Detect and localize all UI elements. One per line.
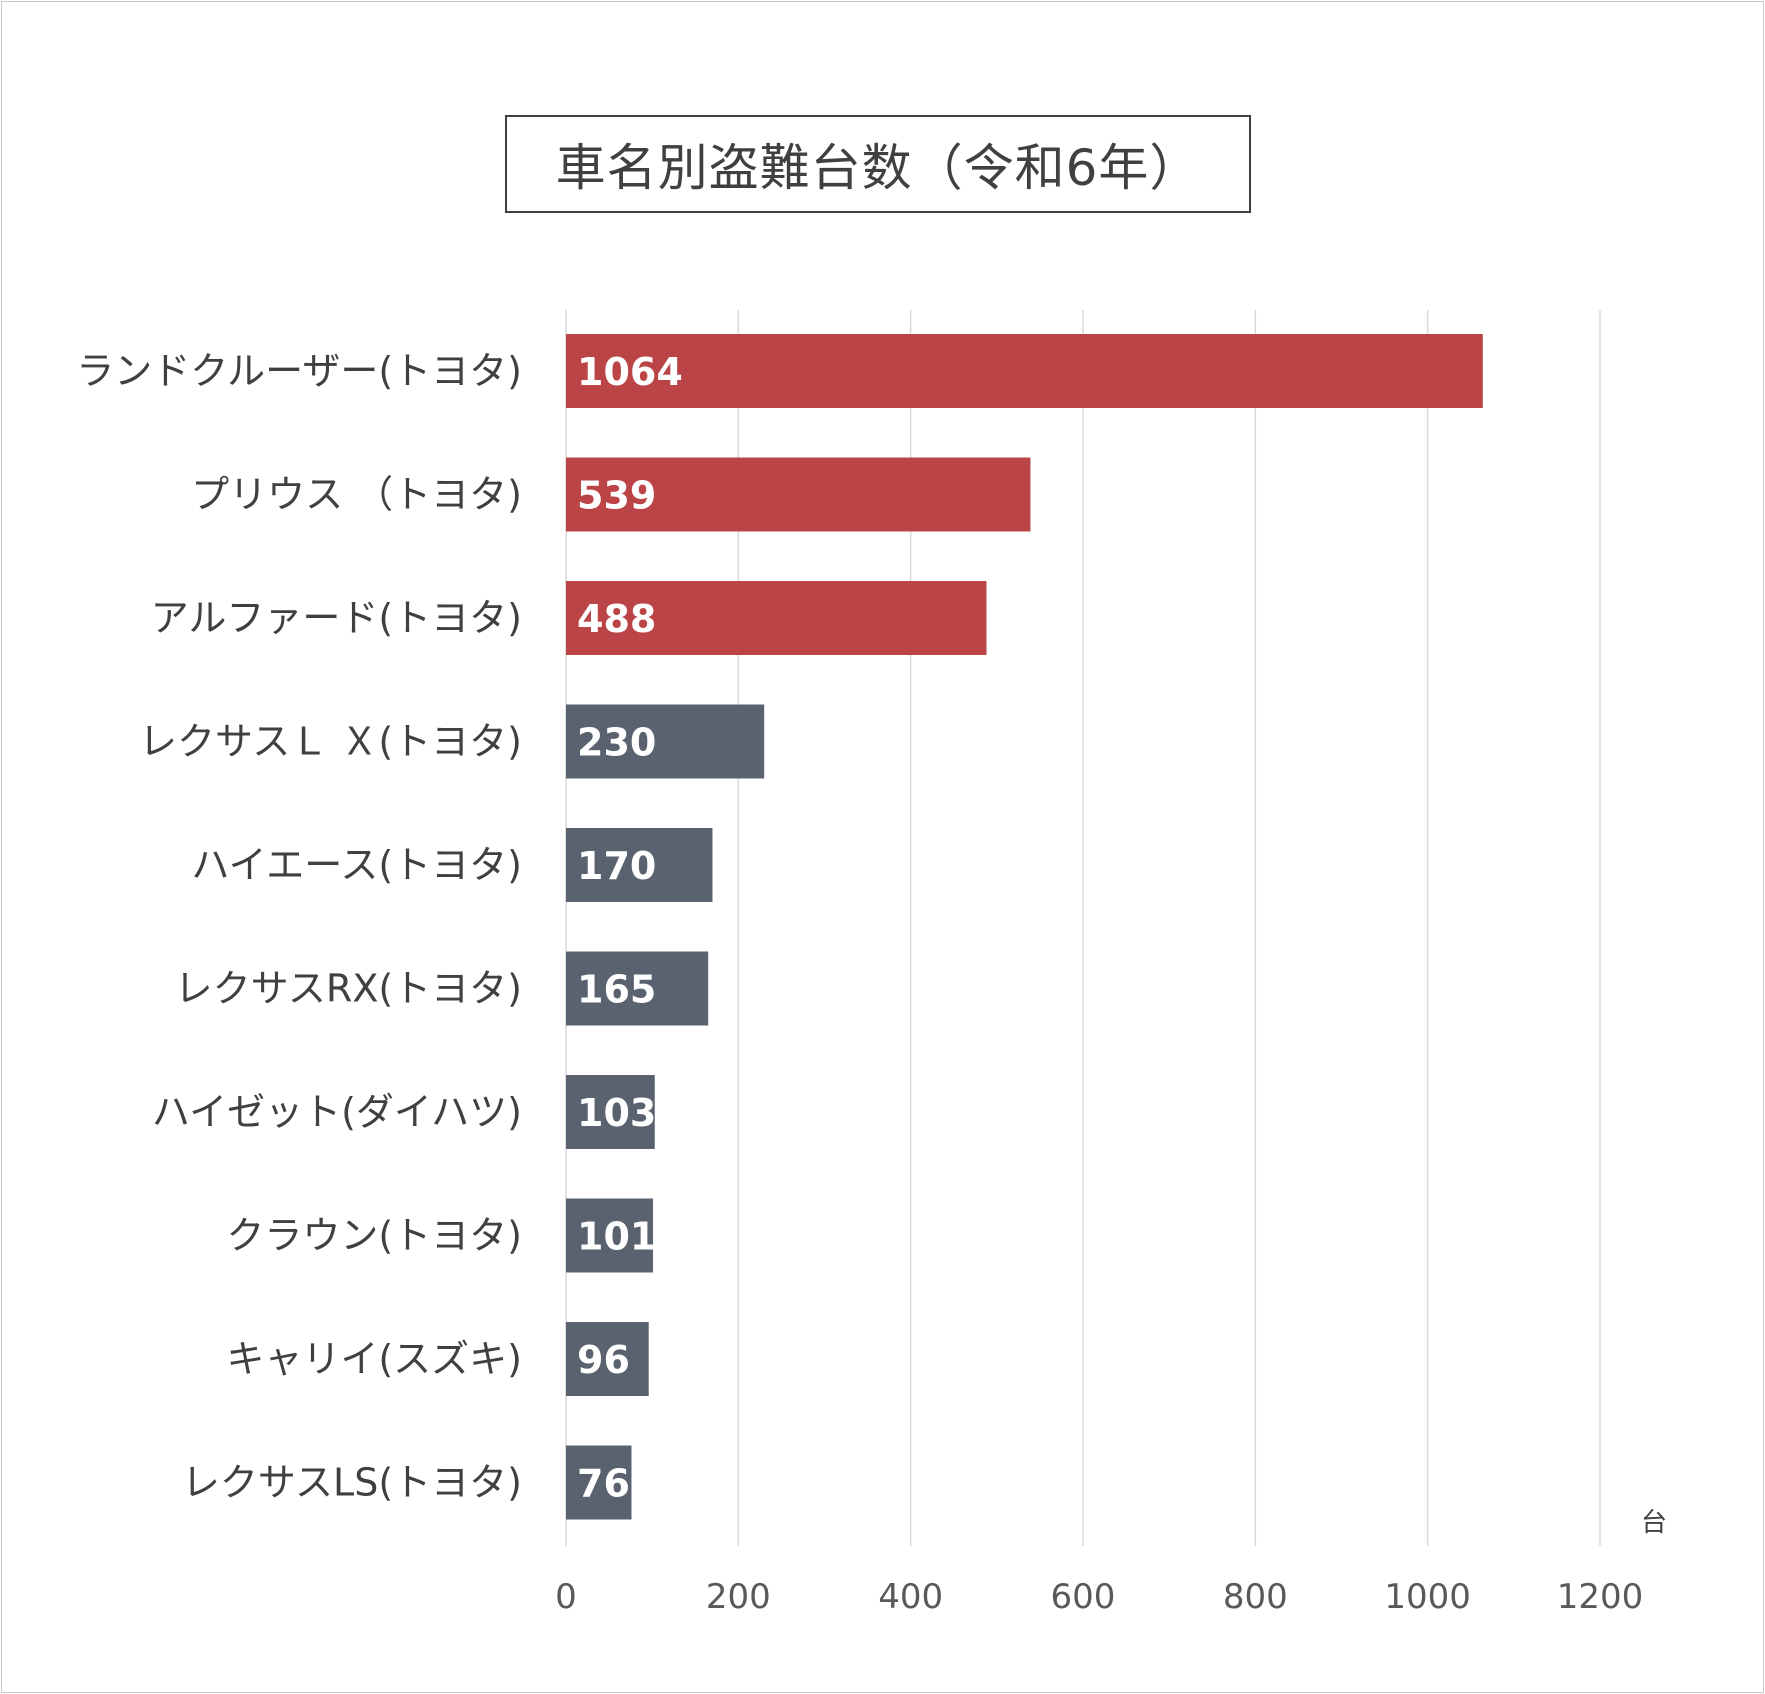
x-tick-label: 800 [1223, 1577, 1288, 1617]
bar-value-label: 170 [577, 844, 656, 888]
chart-title: 車名別盗難台数（令和6年） [505, 115, 1251, 213]
bar [566, 1075, 655, 1149]
bar-value-label: 230 [577, 721, 656, 765]
x-tick-label: 400 [878, 1577, 943, 1617]
x-tick-label: 200 [706, 1577, 771, 1617]
category-label: ランドクルーザー(トヨタ) [76, 349, 522, 393]
bar-value-label: 539 [577, 474, 656, 518]
category-label: プリウス （トヨタ) [191, 473, 522, 517]
x-axis-tick-labels: 0 200 400 600 800 1000 1200 [555, 1577, 1643, 1617]
bars: 1064 539 488 230 170 165 103 101 96 76 [566, 334, 1483, 1520]
bar [566, 951, 709, 1026]
category-label: レクサスRX(トヨタ) [175, 967, 522, 1011]
x-axis-unit-label: 台 [1641, 1508, 1667, 1538]
x-tick-label: 1200 [1557, 1577, 1644, 1617]
category-label: ハイエース(トヨタ) [191, 843, 522, 887]
bar-value-label: 96 [577, 1338, 630, 1382]
bar-value-label: 101 [577, 1215, 656, 1259]
category-label: アルファード(トヨタ) [151, 596, 522, 640]
bar-value-label: 1064 [577, 350, 683, 394]
bar-value-label: 76 [577, 1462, 630, 1506]
category-label: クラウン(トヨタ) [226, 1214, 522, 1258]
x-tick-label: 1000 [1384, 1577, 1471, 1617]
bar [566, 1445, 632, 1520]
bar-value-label: 488 [577, 597, 656, 641]
category-label: キャリイ(スズキ) [226, 1337, 522, 1381]
category-label: レクサスＬ Ｘ(トヨタ) [139, 720, 522, 764]
x-tick-label: 0 [555, 1577, 577, 1617]
bar [566, 704, 765, 779]
bar [566, 581, 987, 655]
bar [566, 1198, 654, 1273]
bar [566, 1322, 649, 1396]
bar-value-label: 165 [577, 968, 656, 1012]
category-labels: ランドクルーザー(トヨタ) プリウス （トヨタ) アルファード(トヨタ) レクサスＬ … [76, 349, 522, 1505]
bar-value-label: 103 [577, 1091, 656, 1135]
category-label: ハイゼット(ダイハツ) [152, 1090, 522, 1134]
bar [566, 457, 1031, 532]
x-tick-label: 600 [1051, 1577, 1116, 1617]
category-label: レクサスLS(トヨタ) [182, 1461, 522, 1505]
bar [566, 828, 713, 902]
bar [566, 334, 1483, 408]
